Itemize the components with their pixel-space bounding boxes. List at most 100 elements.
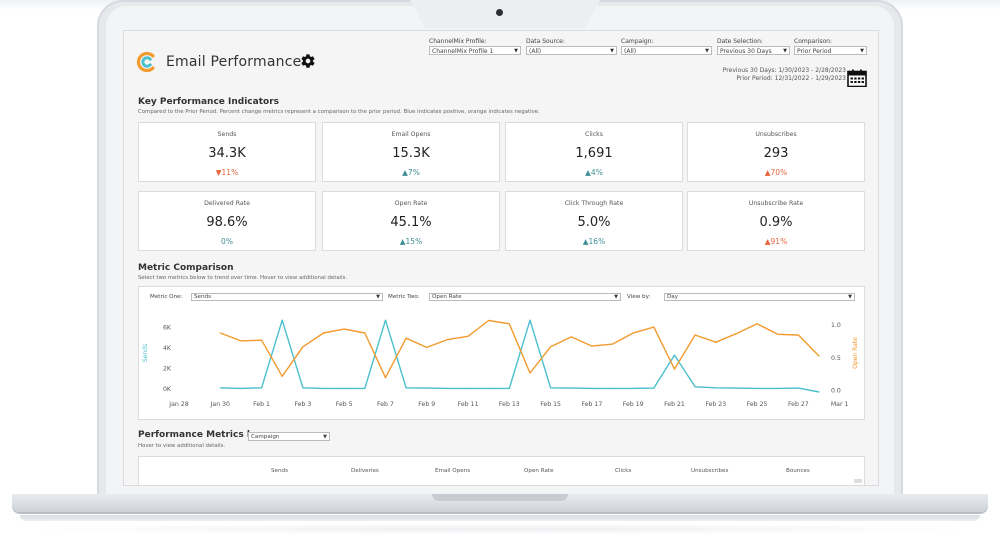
data-point-sends bbox=[570, 387, 572, 389]
data-point-sends bbox=[281, 319, 283, 321]
kpi-value: 5.0% bbox=[577, 215, 611, 230]
column-header-sends[interactable]: Sends bbox=[271, 468, 289, 474]
x-axis-tick-label: Feb 11 bbox=[458, 401, 479, 408]
gear-icon[interactable] bbox=[300, 53, 316, 69]
calendar-icon[interactable] bbox=[847, 69, 867, 87]
x-axis-tick-label: Feb 17 bbox=[582, 401, 603, 408]
data-point-sends bbox=[260, 387, 263, 389]
x-axis-tick-label: Feb 27 bbox=[788, 401, 809, 408]
kpi-value: 0.9% bbox=[759, 215, 793, 230]
x-axis-tick-label: Feb 5 bbox=[336, 401, 353, 408]
laptop-base-shadow bbox=[40, 524, 960, 534]
right-axis-label: Open Rate bbox=[852, 337, 859, 369]
data-point-sends bbox=[508, 387, 510, 389]
left-axis-tick-label: 0K bbox=[163, 386, 172, 393]
kpi-change: ▲70% bbox=[764, 168, 788, 177]
data-point-sends bbox=[384, 319, 387, 321]
data-point-open-rate bbox=[405, 337, 407, 339]
campaign-select[interactable]: (All) ▼ bbox=[621, 46, 712, 55]
view-by-select[interactable]: Day ▼ bbox=[664, 293, 855, 301]
data-point-open-rate bbox=[591, 345, 593, 347]
left-axis-tick-label: 4K bbox=[163, 345, 172, 352]
metric-one-select[interactable]: Sends ▼ bbox=[191, 293, 383, 301]
data-point-sends bbox=[343, 387, 345, 389]
kpi-value: 45.1% bbox=[390, 215, 432, 230]
right-axis-tick-label: 1.0 bbox=[831, 322, 841, 329]
x-axis-tick-label: Mar 1 bbox=[831, 401, 849, 408]
data-point-open-rate bbox=[653, 326, 655, 328]
select-value: Open Rate bbox=[432, 294, 462, 300]
filter-label: Data Source: bbox=[526, 38, 565, 45]
data-point-sends bbox=[240, 387, 242, 389]
chevron-down-icon: ▼ bbox=[614, 294, 618, 300]
table-scrollbar[interactable] bbox=[854, 479, 862, 483]
data-point-open-rate bbox=[302, 346, 304, 348]
kpi-change: ▲7% bbox=[402, 168, 420, 177]
filter-campaign: Campaign: (All) ▼ bbox=[621, 38, 712, 55]
kpi-change: ▼11% bbox=[215, 168, 239, 177]
filter-label: Date Selection: bbox=[717, 38, 763, 45]
chevron-down-icon: ▼ bbox=[376, 294, 380, 300]
metric-two-label: Metric Two: bbox=[388, 294, 420, 300]
column-header-deliveries[interactable]: Deliveries bbox=[351, 468, 379, 474]
x-axis-tick-label: Feb 13 bbox=[499, 401, 520, 408]
data-point-open-rate bbox=[632, 332, 634, 334]
metric-two-select[interactable]: Open Rate ▼ bbox=[429, 293, 621, 301]
data-point-sends bbox=[673, 354, 676, 356]
chevron-down-icon: ▼ bbox=[705, 48, 709, 54]
metric-comparison-chart-panel: Metric One: Sends ▼ Metric Two: Open Rate… bbox=[138, 286, 865, 420]
data-point-open-rate bbox=[715, 341, 717, 343]
x-axis-tick-label: Jan 30 bbox=[210, 401, 230, 408]
data-point-sends bbox=[550, 387, 552, 389]
kpi-change: ▲4% bbox=[585, 168, 603, 177]
series-line-sends bbox=[220, 319, 820, 393]
kpi-value: 1,691 bbox=[575, 146, 613, 161]
data-point-sends bbox=[467, 387, 469, 389]
data-source-select[interactable]: (All) ▼ bbox=[526, 46, 617, 55]
column-header-unsubscribes[interactable]: Unsubscribes bbox=[691, 468, 729, 474]
select-value: Sends bbox=[194, 294, 212, 300]
x-axis-tick-label: Feb 23 bbox=[705, 401, 726, 408]
column-header-open-rate[interactable]: Open Rate bbox=[524, 468, 554, 474]
metric-comparison-subtitle: Select two metrics below to trend over t… bbox=[138, 275, 348, 281]
select-value: Day bbox=[667, 294, 679, 300]
select-value: Previous 30 Days bbox=[720, 48, 772, 55]
data-point-open-rate bbox=[735, 333, 738, 335]
chevron-down-icon: ▼ bbox=[848, 294, 852, 300]
kpi-value: 293 bbox=[763, 146, 789, 161]
x-axis-tick-label: Feb 1 bbox=[253, 401, 270, 408]
kpi-label: Clicks bbox=[585, 131, 603, 138]
performance-group-select[interactable]: Campaign ▼ bbox=[248, 432, 330, 441]
data-point-sends bbox=[694, 386, 696, 388]
data-point-sends bbox=[756, 387, 758, 389]
right-axis-tick-label: 0.5 bbox=[831, 355, 841, 362]
date-selection-select[interactable]: Previous 30 Days ▼ bbox=[717, 46, 790, 55]
left-axis-tick-label: 2K bbox=[163, 365, 172, 372]
laptop-base-lower bbox=[20, 515, 980, 521]
channelmix-profile-select[interactable]: ChannelMix Profile 1 ▼ bbox=[429, 46, 521, 55]
data-point-open-rate bbox=[467, 335, 469, 337]
data-point-open-rate bbox=[260, 339, 263, 341]
column-header-bounces[interactable]: Bounces bbox=[786, 468, 810, 474]
data-point-sends bbox=[591, 387, 593, 389]
laptop-base bbox=[12, 494, 988, 512]
select-value: (All) bbox=[624, 48, 637, 55]
view-by-label: View by: bbox=[627, 294, 651, 300]
column-header-clicks[interactable]: Clicks bbox=[615, 468, 632, 474]
data-point-sends bbox=[446, 387, 448, 389]
metric-comparison-chart[interactable]: 6K 4K 2K 0K 1.0 0.5 0.0 Sends Open Rate Jan 28 Jan… bbox=[139, 302, 864, 420]
data-point-open-rate bbox=[673, 368, 676, 370]
kpi-card-unsubscribes: Unsubscribes 293 ▲70% bbox=[687, 122, 865, 182]
kpi-card-delivered-rate: Delivered Rate 98.6% 0% bbox=[138, 191, 316, 251]
kpi-value: 34.3K bbox=[208, 146, 246, 161]
data-point-sends bbox=[219, 387, 221, 389]
data-point-sends bbox=[426, 387, 428, 389]
data-point-open-rate bbox=[219, 332, 221, 334]
column-header-email-opens[interactable]: Email Opens bbox=[435, 468, 471, 474]
data-point-open-rate bbox=[508, 323, 510, 325]
data-point-sends bbox=[405, 387, 407, 389]
data-point-sends bbox=[797, 387, 799, 389]
dashboard-screen: Email Performance ChannelMix Profile: Ch… bbox=[123, 30, 879, 486]
comparison-select[interactable]: Prior Period ▼ bbox=[794, 46, 867, 55]
x-axis-tick-label: Feb 3 bbox=[294, 401, 311, 408]
